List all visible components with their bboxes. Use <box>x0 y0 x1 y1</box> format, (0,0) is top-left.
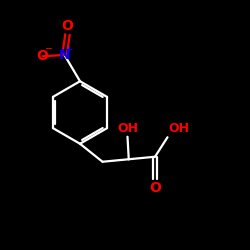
Text: OH: OH <box>169 122 190 135</box>
Text: O: O <box>36 49 48 63</box>
Text: −: − <box>46 44 54 54</box>
Text: O: O <box>62 19 74 33</box>
Text: +: + <box>66 45 72 54</box>
Text: O: O <box>149 181 161 195</box>
Text: N: N <box>59 48 70 62</box>
Text: OH: OH <box>117 122 138 135</box>
